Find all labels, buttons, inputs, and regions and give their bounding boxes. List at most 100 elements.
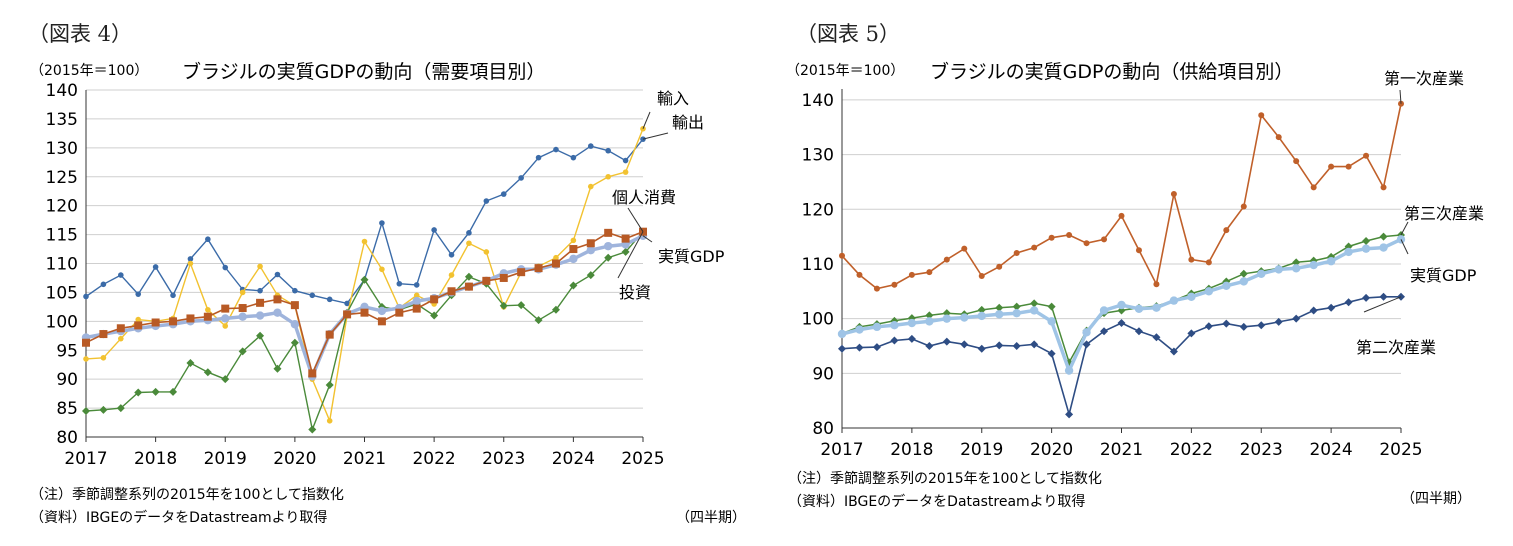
data-point [343,310,352,319]
data-point [1362,293,1371,302]
y-tick-label: 120 [46,197,78,217]
data-point [873,285,880,292]
x-tick-label: 2019 [204,449,247,469]
data-point [1204,322,1213,331]
data-point [1012,308,1021,318]
source-line: （資料）IBGEのデータをDatastreamより取得 [788,494,1086,510]
data-point [1274,265,1283,274]
data-point [551,305,560,314]
data-point [360,275,369,284]
data-point [1205,259,1212,266]
data-point [977,311,986,321]
x-tick-label: 2020 [1030,440,1073,460]
data-point [257,263,263,270]
data-point [908,271,915,278]
data-point [856,271,863,278]
data-point [1030,340,1039,349]
data-point [222,323,229,329]
data-point [925,341,934,350]
data-point [1134,327,1143,336]
data-point [205,306,211,313]
leader-line [1400,221,1409,236]
data-point [187,260,194,267]
data-point [1293,158,1300,165]
data-point [116,404,125,413]
x-tick-label: 2023 [1240,440,1283,460]
data-point [1361,244,1371,253]
data-point [1379,232,1388,241]
data-point [430,311,439,320]
data-point [942,314,952,323]
data-point [1239,322,1248,331]
data-point [622,169,629,175]
data-point [170,292,176,299]
data-point [1013,250,1020,257]
y-tick-label: 135 [46,110,78,130]
data-point [238,312,247,321]
data-point [413,292,420,299]
data-point [517,301,526,310]
data-point [890,336,899,345]
data-point [621,234,630,243]
data-point [907,318,917,328]
data-point [222,264,229,271]
data-point [1345,163,1352,170]
data-point [239,289,246,296]
data-point [1012,341,1021,350]
data-point [1239,269,1248,278]
data-point [1291,264,1301,273]
data-point [605,147,611,154]
data-point [448,252,455,258]
data-point [890,321,899,330]
figure-label: （図表 5） [796,22,901,46]
data-point [83,356,89,362]
data-point [1258,112,1265,119]
data-point [431,227,437,233]
data-point [569,245,578,254]
data-point [839,252,845,259]
data-point [1012,302,1021,311]
data-point [995,303,1004,312]
data-point [135,316,142,323]
data-point [1029,306,1039,315]
data-point [1117,300,1126,310]
data-point [551,259,560,268]
chart-title: ブラジルの実質GDPの動向（供給項目別） [930,61,1294,83]
data-point [292,287,298,294]
y-tick-label: 130 [802,146,834,166]
data-point [1152,303,1161,312]
chart-4-svg: 80 85 90 95 100 105 110 115 120 125 130 135 140 2017 2… [46,81,725,469]
data-point [1275,134,1282,141]
data-point [1082,328,1091,337]
data-point [221,304,230,313]
data-point [99,405,108,414]
leader-line [642,235,653,243]
data-point [134,388,143,397]
data-point [1328,163,1335,170]
data-point [360,308,369,317]
data-point [1239,277,1248,286]
data-point [309,292,316,299]
data-point [569,254,578,264]
data-point [1082,340,1091,349]
data-point [553,146,559,153]
data-point [152,264,159,270]
data-point [1292,258,1301,267]
data-point [872,322,882,332]
x-tick-label: 2017 [64,449,107,469]
data-point [961,245,968,252]
data-point [1100,327,1109,336]
x-tick-label: 2024 [552,449,595,469]
leader-line [1363,296,1402,313]
data-point [587,183,594,190]
data-point [603,241,613,251]
data-point [273,295,282,304]
data-point [344,300,350,307]
series-label: 投資 [619,283,651,302]
data-point [925,311,934,320]
data-point [274,271,281,278]
x-tick-label: 2020 [273,449,316,469]
data-point [995,341,1004,350]
series-label: 実質GDP [658,247,725,266]
data-point [1066,231,1073,238]
